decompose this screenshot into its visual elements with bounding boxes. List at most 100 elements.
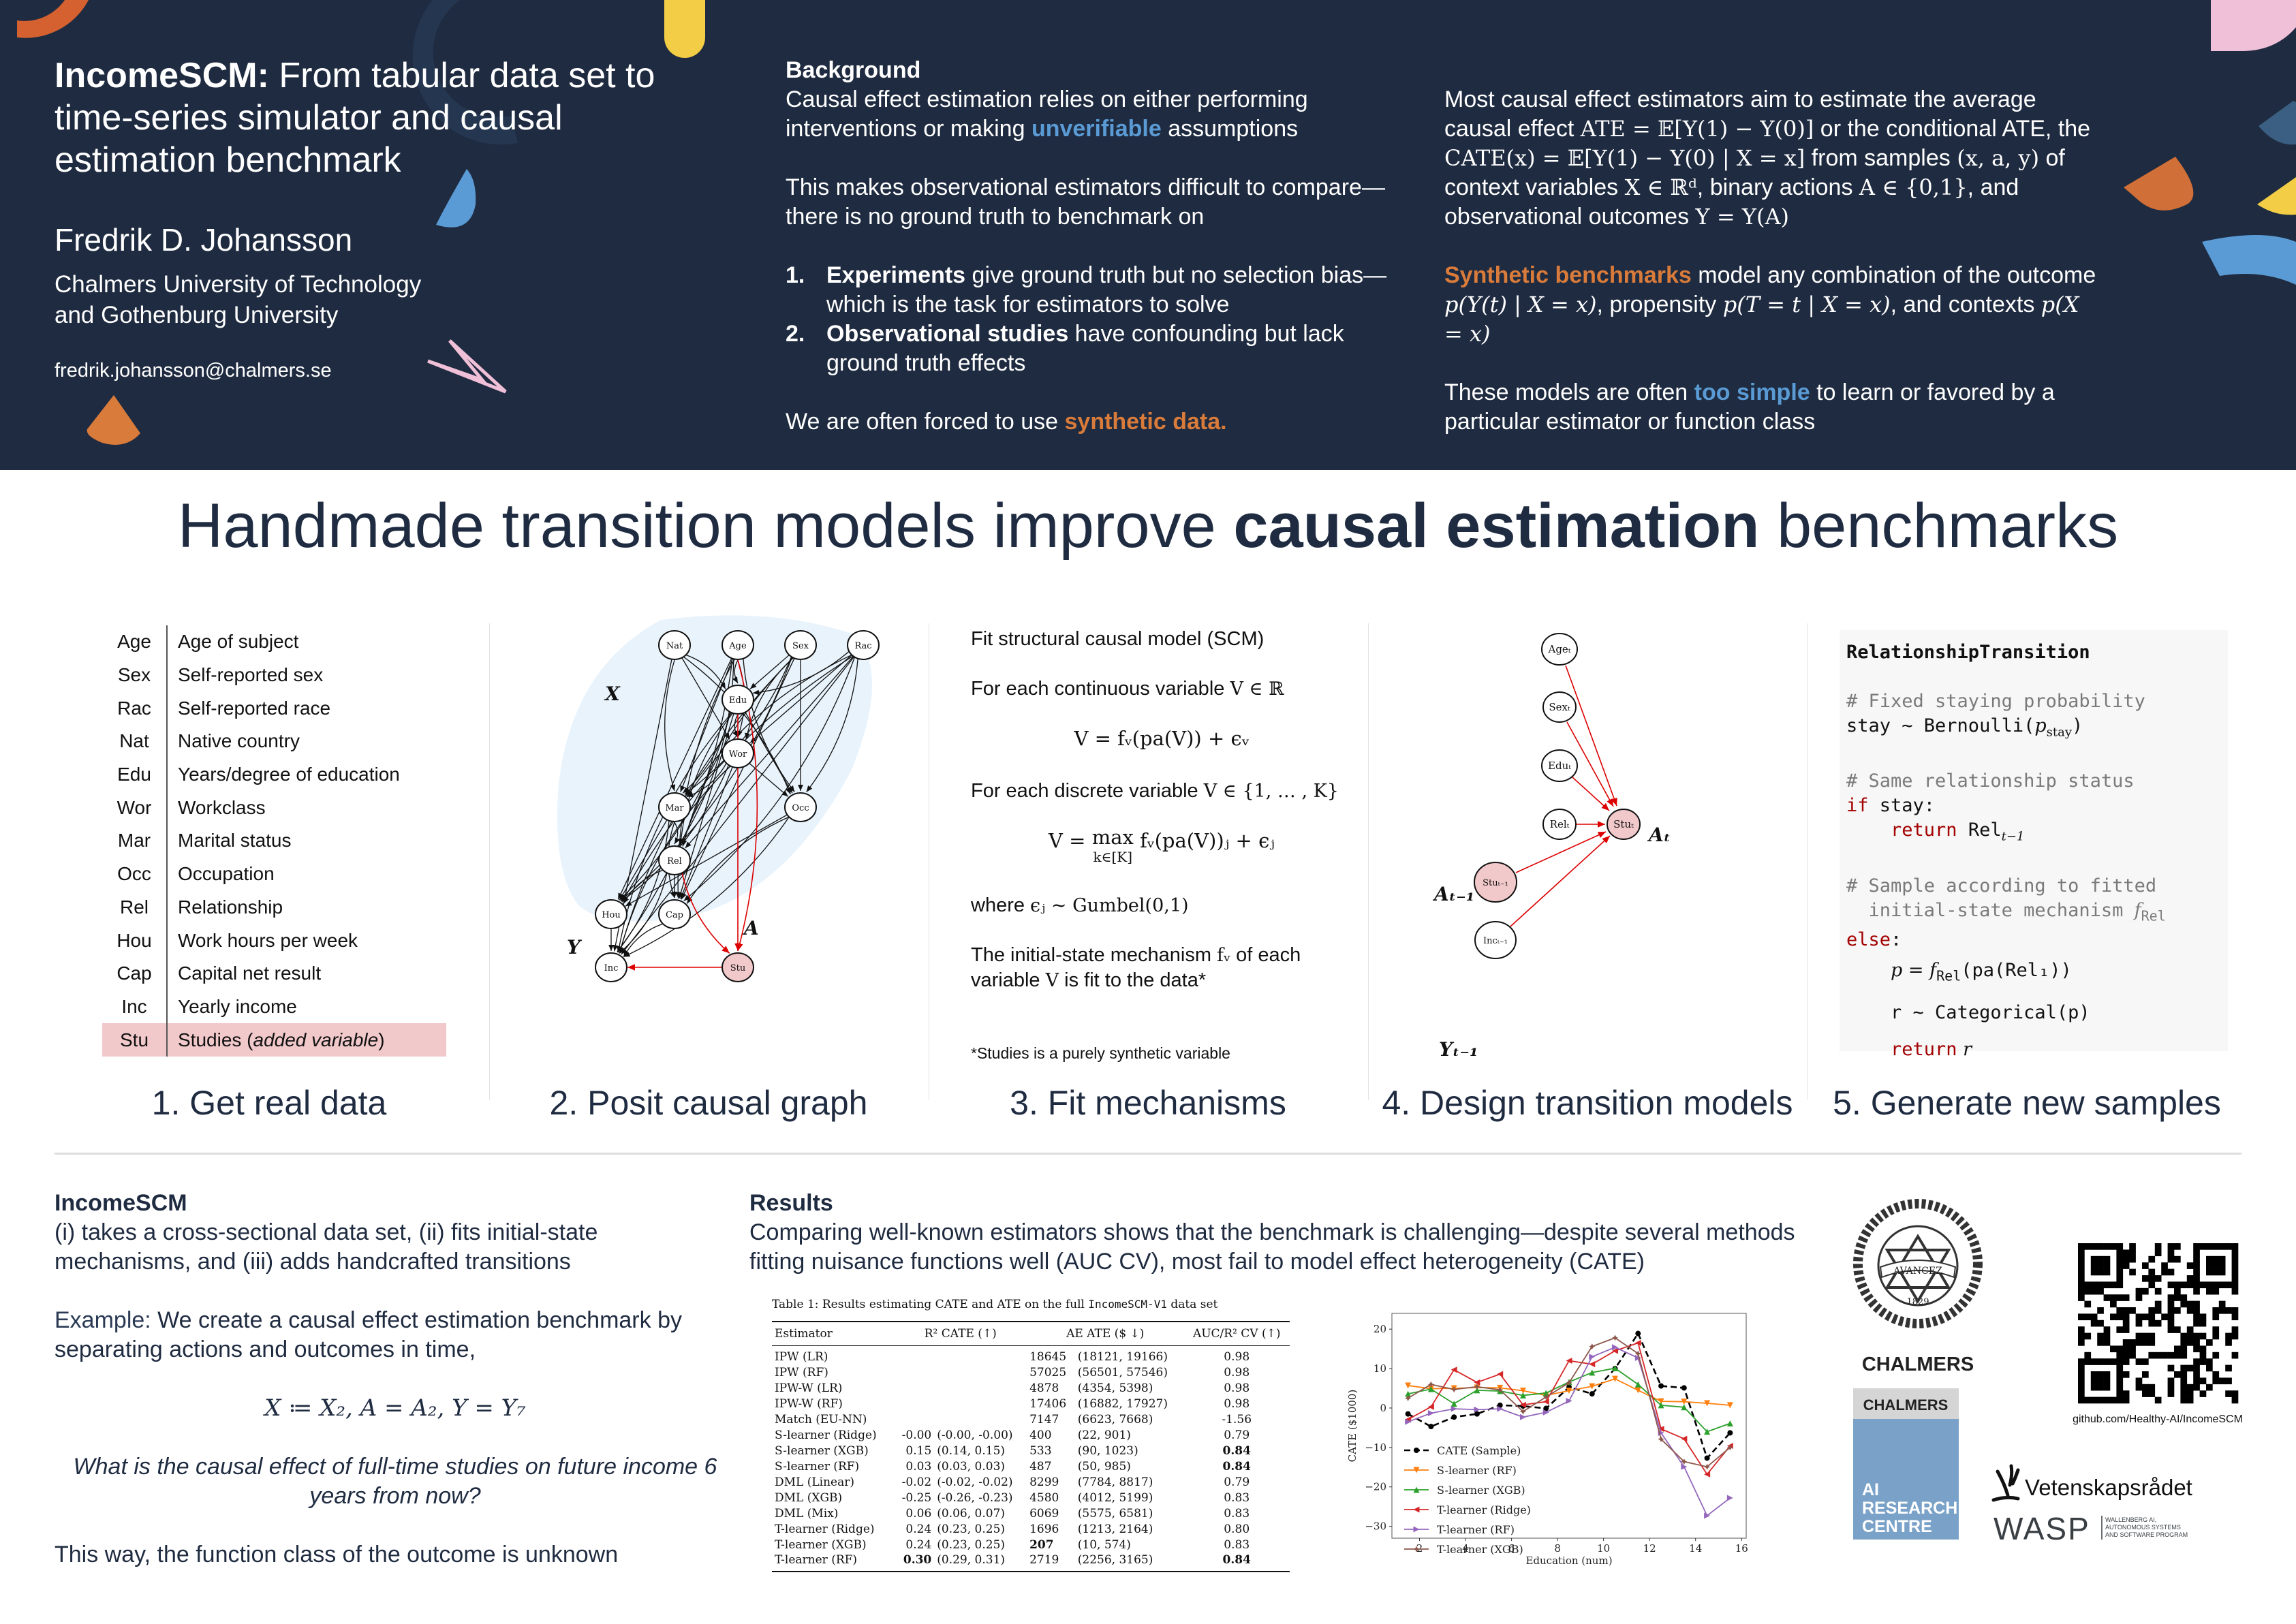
qr-module [2167,1281,2175,1289]
qr-module [2154,1396,2162,1404]
highlight-too-simple: too simple [1694,379,1810,405]
github-link[interactable]: github.com/Healthy-AI/IncomeSCM [2073,1414,2243,1425]
qr-module [2167,1294,2175,1301]
edge-rac-cap [683,657,855,901]
qr-module [2122,1313,2130,1321]
qr-module [2154,1300,2162,1308]
node-cap [658,899,691,929]
results-heading: Results [749,1190,833,1216]
table-row: IPW (RF) 57025 (56501, 57546) 0.98 [772,1364,1290,1380]
node-wor [722,738,754,768]
chalmers-crest-logo: AVANCEZ 1829 [1853,1199,1983,1328]
edge-rac-edu [752,651,850,696]
qr-module [2116,1352,2124,1359]
edge-rac-wor [749,654,852,743]
qr-module [2231,1262,2239,1269]
qr-module [2097,1384,2104,1391]
qr-module [2129,1268,2136,1276]
code-keyword: return [1891,1038,1957,1060]
data-point [1405,1411,1411,1417]
label-a: A [742,917,759,939]
data-point [1405,1418,1412,1425]
qr-module [2186,1326,2194,1333]
x-tick-label: 6 [1508,1542,1515,1555]
node-rac [847,630,880,660]
qr-module [2122,1294,2130,1301]
title-rest: From tabular data set to time-series sim… [55,56,655,180]
blue-arc-shape [2202,235,2296,285]
data-point [1497,1405,1504,1412]
cell-cv: 0.84 [1222,1443,1251,1458]
list-text: give ground truth but no selection bias—… [826,262,1387,317]
qr-module [2206,1384,2213,1391]
qr-module [2161,1262,2168,1269]
cell-estimator: DML (XGB) [775,1490,843,1505]
max-sub: k∈[K] [1093,849,1133,865]
x-axis-label: Education (num) [1525,1555,1612,1567]
table-row: IPW (LR) 18645 (18121, 19166) 0.98 [772,1346,1290,1365]
data-point [1704,1428,1711,1435]
qr-module [2225,1243,2232,1250]
research-question: What is the causal effect of full-time s… [73,1454,717,1509]
cell-cv: 0.84 [1222,1553,1251,1567]
text: These models are often [1444,379,1694,405]
edge-age-rel [679,659,734,845]
text: Studies ( [178,1029,253,1050]
qr-module [2161,1352,2168,1359]
x-tick-label: 14 [1689,1542,1702,1555]
cell-r2-ci [934,1411,1027,1427]
cell-ae-ci: (5575, 6581) [1077,1506,1153,1520]
cell-estimator: DML (Mix) [775,1506,839,1520]
math: fᵥ [1217,945,1231,966]
node-inc-t-1 [1474,921,1517,959]
edge-age-edu [732,659,739,684]
qr-module [2225,1281,2232,1289]
node-age-t [1541,633,1578,666]
table-row: Match (EU-NN) 7147 (6623, 7668) -1.56 [772,1411,1290,1427]
title-bold: IncomeSCM: [55,56,269,95]
qr-module [2078,1313,2085,1321]
label-a-t: Aₜ [1647,824,1671,846]
variable-row: Cap Capital net result [102,956,446,990]
code-comment: # Fixed staying probability [1846,691,2145,712]
qr-module [2154,1320,2162,1327]
data-point [1634,1354,1641,1361]
poster-title: IncomeSCM: From tabular data set to time… [55,54,668,181]
qr-module [2142,1390,2149,1397]
data-point [1474,1379,1480,1386]
text-italic: added variable [253,1029,379,1050]
data-point [1474,1384,1480,1390]
pink-blob-shape [2211,0,2296,51]
qr-module [2097,1339,2104,1346]
qr-module [2116,1255,2124,1263]
data-point [1634,1339,1641,1346]
variable-abbr: Rel [102,890,168,924]
variable-description: Self-reported sex [178,664,324,686]
qr-module [2174,1345,2181,1353]
variable-abbr: Inc [102,990,168,1024]
qr-module [2167,1243,2175,1250]
cell-estimator: Match (EU-NN) [775,1412,867,1426]
qr-code[interactable] [2078,1243,2239,1404]
qr-module [2231,1396,2239,1404]
data-point [1428,1424,1434,1430]
cell-estimator: T-learner (XGB) [775,1537,867,1552]
legend-marker [1413,1546,1420,1552]
edge-mar-hou [619,819,668,901]
code-text: : [1891,929,1902,951]
qr-module [2116,1313,2124,1321]
code-line: r ~ Categorical(p) [1846,995,2221,1031]
vetenskapsradet-logo: Vetenskapsrådet [1991,1464,2192,1502]
qr-module [2231,1243,2239,1250]
qr-module [2110,1396,2117,1404]
qr-module [2186,1364,2194,1372]
data-point [1474,1411,1480,1417]
variable-abbr: Stu [102,1023,168,1057]
cell-r2: 0.24 [905,1537,932,1552]
ai-centre-line: RESEARCH [1862,1499,1957,1518]
qr-module [2148,1384,2156,1391]
author-email[interactable]: fredrik.johansson@chalmers.se [55,360,332,381]
cell-r2: -0.00 [901,1428,932,1442]
qr-module [2116,1249,2124,1257]
background-p1: Causal effect estimation relies on eithe… [786,85,1399,144]
